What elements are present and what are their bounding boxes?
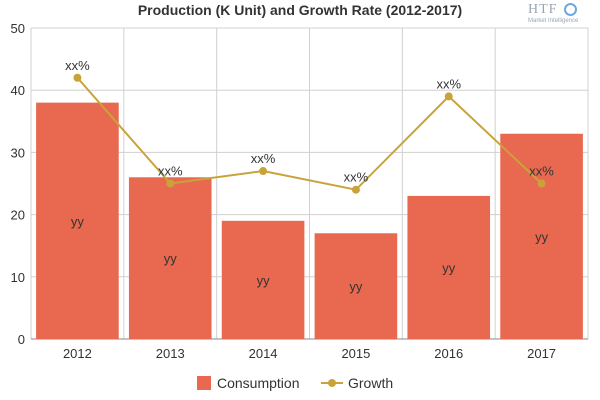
- consumption-data-label: yy: [349, 279, 363, 294]
- legend-swatch-consumption: [197, 376, 211, 390]
- legend-label-growth: Growth: [348, 375, 393, 391]
- x-tick-label: 2015: [341, 346, 370, 361]
- legend: Consumption Growth: [197, 375, 393, 391]
- growth-point: [444, 92, 453, 101]
- growth-point: [166, 179, 175, 188]
- x-tick-label: 2017: [527, 346, 556, 361]
- consumption-data-label: yy: [71, 214, 85, 229]
- growth-data-label: xx%: [158, 164, 183, 179]
- consumption-bar: [500, 133, 583, 339]
- axes: 0 10 20 30 40 50 2012 2013 2014 2015 2016 2017: [11, 21, 588, 361]
- y-tick-label: 50: [11, 21, 25, 36]
- consumption-bar: [128, 177, 212, 339]
- chart-title: Production (K Unit) and Growth Rate (201…: [137, 2, 463, 18]
- growth-point: [351, 185, 360, 194]
- growth-data-label: xx%: [65, 58, 90, 73]
- x-tick-label: 2016: [434, 346, 463, 361]
- legend-swatch-growth-marker: [328, 379, 336, 387]
- consumption-data-label: yy: [535, 229, 549, 244]
- consumption-bar: [221, 220, 305, 339]
- growth-data-label: xx%: [529, 164, 554, 179]
- y-tick-label: 40: [11, 83, 25, 98]
- growth-data-label: xx%: [344, 170, 369, 185]
- y-tick-label: 20: [11, 208, 25, 223]
- y-tick-label: 30: [11, 145, 25, 160]
- legend-label-consumption: Consumption: [217, 375, 300, 391]
- growth-data-label: xx%: [436, 76, 461, 91]
- logo-subtext: Market Intelligence: [528, 18, 579, 24]
- logo-text: HTF: [528, 2, 558, 17]
- growth-point: [537, 179, 546, 188]
- consumption-data-label: yy: [257, 273, 271, 288]
- x-tick-label: 2013: [156, 346, 185, 361]
- globe-icon: [564, 3, 577, 16]
- growth-line: xx% xx% xx% xx% xx% xx%: [65, 58, 554, 194]
- consumption-data-label: yy: [442, 260, 456, 275]
- growth-point: [73, 73, 82, 82]
- y-tick-label: 10: [11, 270, 25, 285]
- consumption-bars: yy yy yy yy yy yy: [36, 102, 583, 339]
- consumption-data-label: yy: [164, 251, 178, 266]
- x-tick-label: 2012: [63, 346, 92, 361]
- consumption-bar: [36, 102, 119, 339]
- x-tick-label: 2014: [249, 346, 278, 361]
- y-tick-label: 0: [18, 332, 25, 347]
- growth-line-path: [76, 77, 543, 191]
- htf-logo: HTF Market Intelligence: [528, 2, 594, 28]
- consumption-bar: [314, 233, 398, 339]
- growth-point: [259, 167, 268, 176]
- consumption-bar: [407, 195, 491, 339]
- growth-data-label: xx%: [251, 151, 276, 166]
